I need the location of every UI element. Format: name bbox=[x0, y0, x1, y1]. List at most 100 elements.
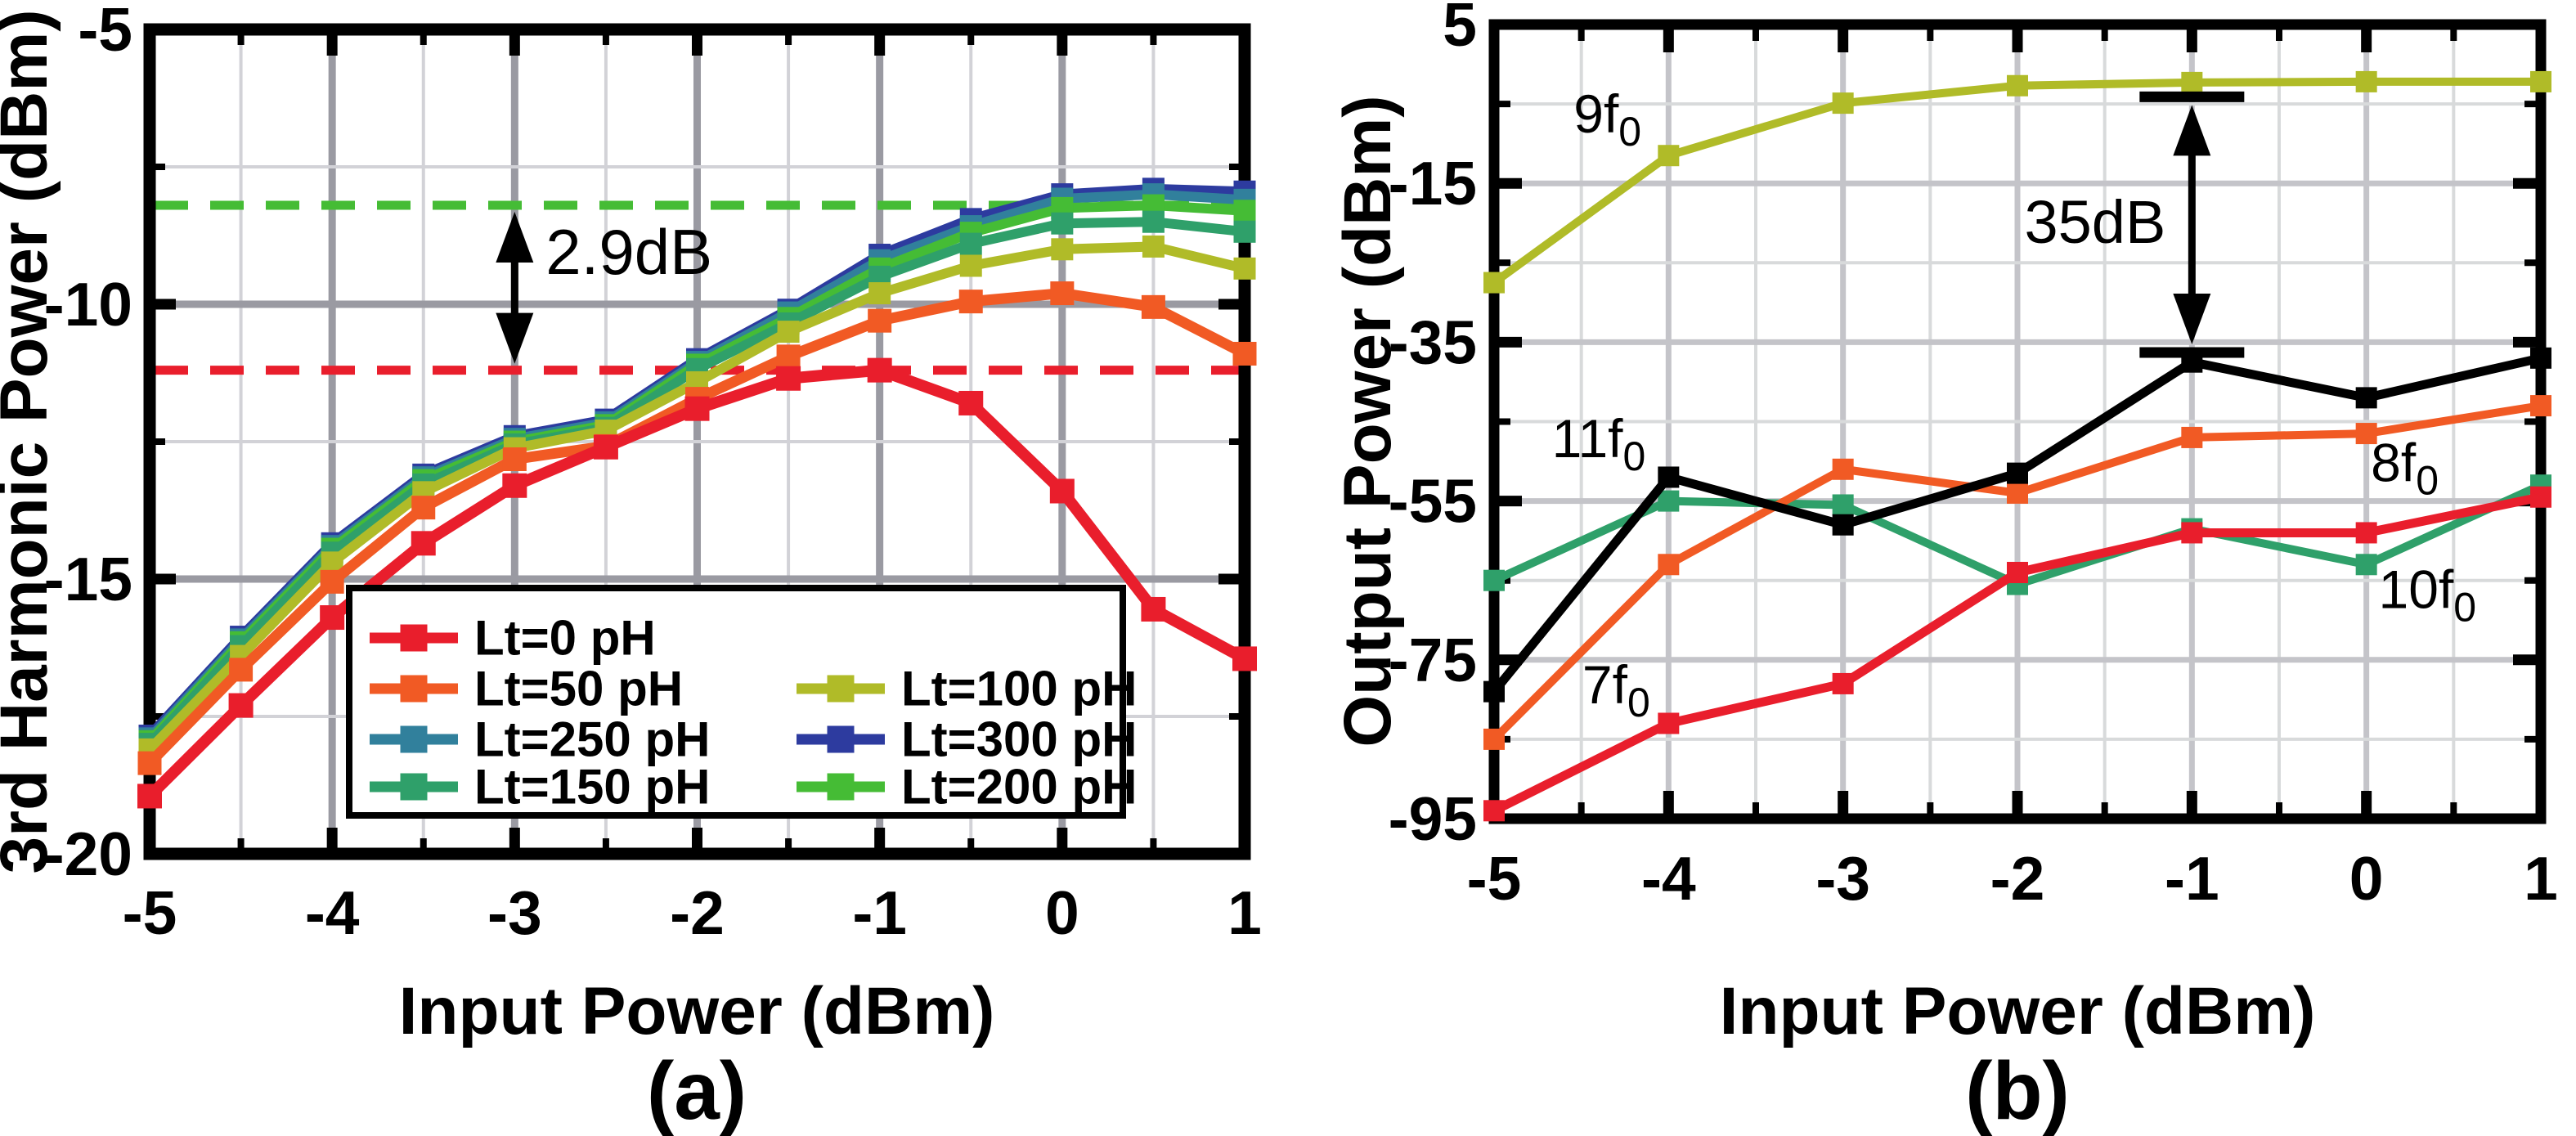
series-group bbox=[1483, 70, 2551, 822]
y-tick-label: -15 bbox=[44, 545, 132, 613]
legend-marker-square bbox=[827, 675, 855, 703]
series-7f0 bbox=[1483, 486, 2551, 822]
series-marker bbox=[2355, 554, 2377, 576]
series-label-11f0: 11f0 bbox=[1552, 408, 1646, 479]
legend-marker-square bbox=[827, 773, 855, 801]
series-marker bbox=[2530, 70, 2551, 92]
series-marker bbox=[2007, 482, 2028, 504]
series-marker bbox=[1233, 257, 1256, 280]
annotation: 2.9dB bbox=[496, 212, 712, 364]
legend-item: Lt=0 pH bbox=[370, 611, 656, 666]
y-tick-label: -55 bbox=[1389, 467, 1477, 536]
series-marker bbox=[958, 390, 984, 415]
legend-item: Lt=300 pH bbox=[797, 712, 1137, 767]
series-marker bbox=[320, 569, 344, 594]
y-tick-label: 5 bbox=[1443, 0, 1477, 59]
panel-b-caption: (b) bbox=[1965, 1045, 2070, 1136]
x-tick-label: -5 bbox=[1467, 844, 1522, 913]
series-group bbox=[137, 177, 1257, 809]
tick-labels: -5 -4 -3 -2 -1 0 1 5 -15 -35 -55 -75 -95 bbox=[1389, 0, 2558, 913]
legend-marker-square bbox=[400, 773, 428, 801]
series-marker bbox=[2181, 426, 2203, 448]
series-marker bbox=[776, 344, 801, 369]
series-marker bbox=[502, 473, 527, 498]
series-11f0 bbox=[1483, 347, 2551, 703]
series-marker bbox=[1832, 92, 1854, 114]
series-marker bbox=[2355, 70, 2377, 92]
tick-labels: -5 -4 -3 -2 -1 0 1-5-10-15-20 bbox=[44, 0, 1262, 947]
series-marker bbox=[411, 531, 436, 556]
series-marker bbox=[2181, 522, 2203, 544]
x-tick-label: -5 bbox=[123, 878, 177, 947]
series-marker bbox=[958, 290, 983, 314]
series-marker bbox=[411, 496, 436, 520]
series-marker bbox=[1142, 235, 1165, 258]
legend-marker-square bbox=[400, 675, 428, 703]
series-9f0 bbox=[1483, 70, 2551, 294]
x-tick-label: -4 bbox=[1641, 844, 1696, 913]
y-tick-label: -75 bbox=[1389, 626, 1477, 694]
series-marker bbox=[1051, 238, 1074, 261]
x-tick-label: -2 bbox=[1990, 844, 2045, 913]
series-marker bbox=[320, 605, 345, 631]
series-marker bbox=[1658, 490, 1680, 512]
arrowhead-down bbox=[496, 312, 534, 364]
series-label-7f0: 7f0 bbox=[1582, 654, 1650, 725]
y-tick-label: -15 bbox=[1389, 149, 1477, 218]
legend-label: Lt=0 pH bbox=[474, 611, 656, 666]
series-marker bbox=[1050, 281, 1075, 306]
legend-item: Lt=250 pH bbox=[370, 712, 710, 767]
legend-item: Lt=50 pH bbox=[370, 662, 683, 716]
series-marker bbox=[2007, 74, 2028, 97]
arrowhead-up bbox=[2173, 105, 2211, 156]
legend-item: Lt=100 pH bbox=[797, 662, 1137, 716]
arrowhead-up bbox=[496, 212, 534, 263]
series-marker bbox=[1051, 212, 1074, 235]
series-marker bbox=[1232, 341, 1257, 366]
series-marker bbox=[777, 321, 800, 343]
series-marker bbox=[1233, 220, 1256, 243]
x-tick-label: 0 bbox=[1045, 878, 1079, 947]
chart-b-output-power: 9f0 10f0 8f0 11f0 7f0 35dB -5 -4 -3 -2 -1 0 1 5 -15 -35… bbox=[1331, 0, 2558, 1048]
arrowhead-down bbox=[2173, 294, 2211, 345]
axes bbox=[143, 23, 1251, 860]
x-tick-label: 1 bbox=[2524, 844, 2558, 913]
y-tick-label: -10 bbox=[44, 270, 132, 339]
series-marker bbox=[2530, 347, 2551, 369]
x-tick-label: 1 bbox=[1227, 878, 1262, 947]
x-tick-label: -2 bbox=[670, 878, 725, 947]
series-marker bbox=[1832, 514, 1854, 536]
series-marker bbox=[1832, 494, 1854, 516]
x-tick-label: -1 bbox=[2165, 844, 2219, 913]
y-tick-label: -95 bbox=[1389, 784, 1477, 853]
series-marker bbox=[1141, 294, 1165, 319]
gridlines bbox=[1494, 25, 2541, 819]
legend-label: Lt=100 pH bbox=[901, 662, 1137, 716]
series-marker bbox=[2355, 387, 2377, 409]
panel-a-caption: (a) bbox=[647, 1045, 747, 1136]
series-marker bbox=[1658, 712, 1680, 734]
series-marker bbox=[1658, 466, 1680, 488]
x-tick-label: -1 bbox=[852, 878, 907, 947]
series-marker bbox=[1483, 800, 1505, 822]
y-tick-label: -20 bbox=[44, 819, 132, 888]
series-marker bbox=[1142, 210, 1165, 233]
series-marker bbox=[2355, 423, 2377, 445]
y-axis-title: Output Power (dBm) bbox=[1331, 95, 1405, 747]
series-marker bbox=[1483, 728, 1505, 750]
x-axis-title: Input Power (dBm) bbox=[1720, 974, 2316, 1048]
series-marker bbox=[1658, 554, 1680, 576]
series-marker bbox=[2355, 522, 2377, 544]
series-marker bbox=[228, 693, 254, 718]
series-marker bbox=[868, 282, 891, 305]
annotation-text: 2.9dB bbox=[545, 216, 712, 288]
series-label-9f0: 9f0 bbox=[1573, 83, 1641, 155]
series-label-10f0: 10f0 bbox=[2379, 559, 2477, 631]
series-marker bbox=[1233, 200, 1256, 222]
series-marker bbox=[1232, 646, 1257, 671]
x-axis-title: Input Power (dBm) bbox=[399, 974, 995, 1048]
series-marker bbox=[959, 254, 982, 277]
